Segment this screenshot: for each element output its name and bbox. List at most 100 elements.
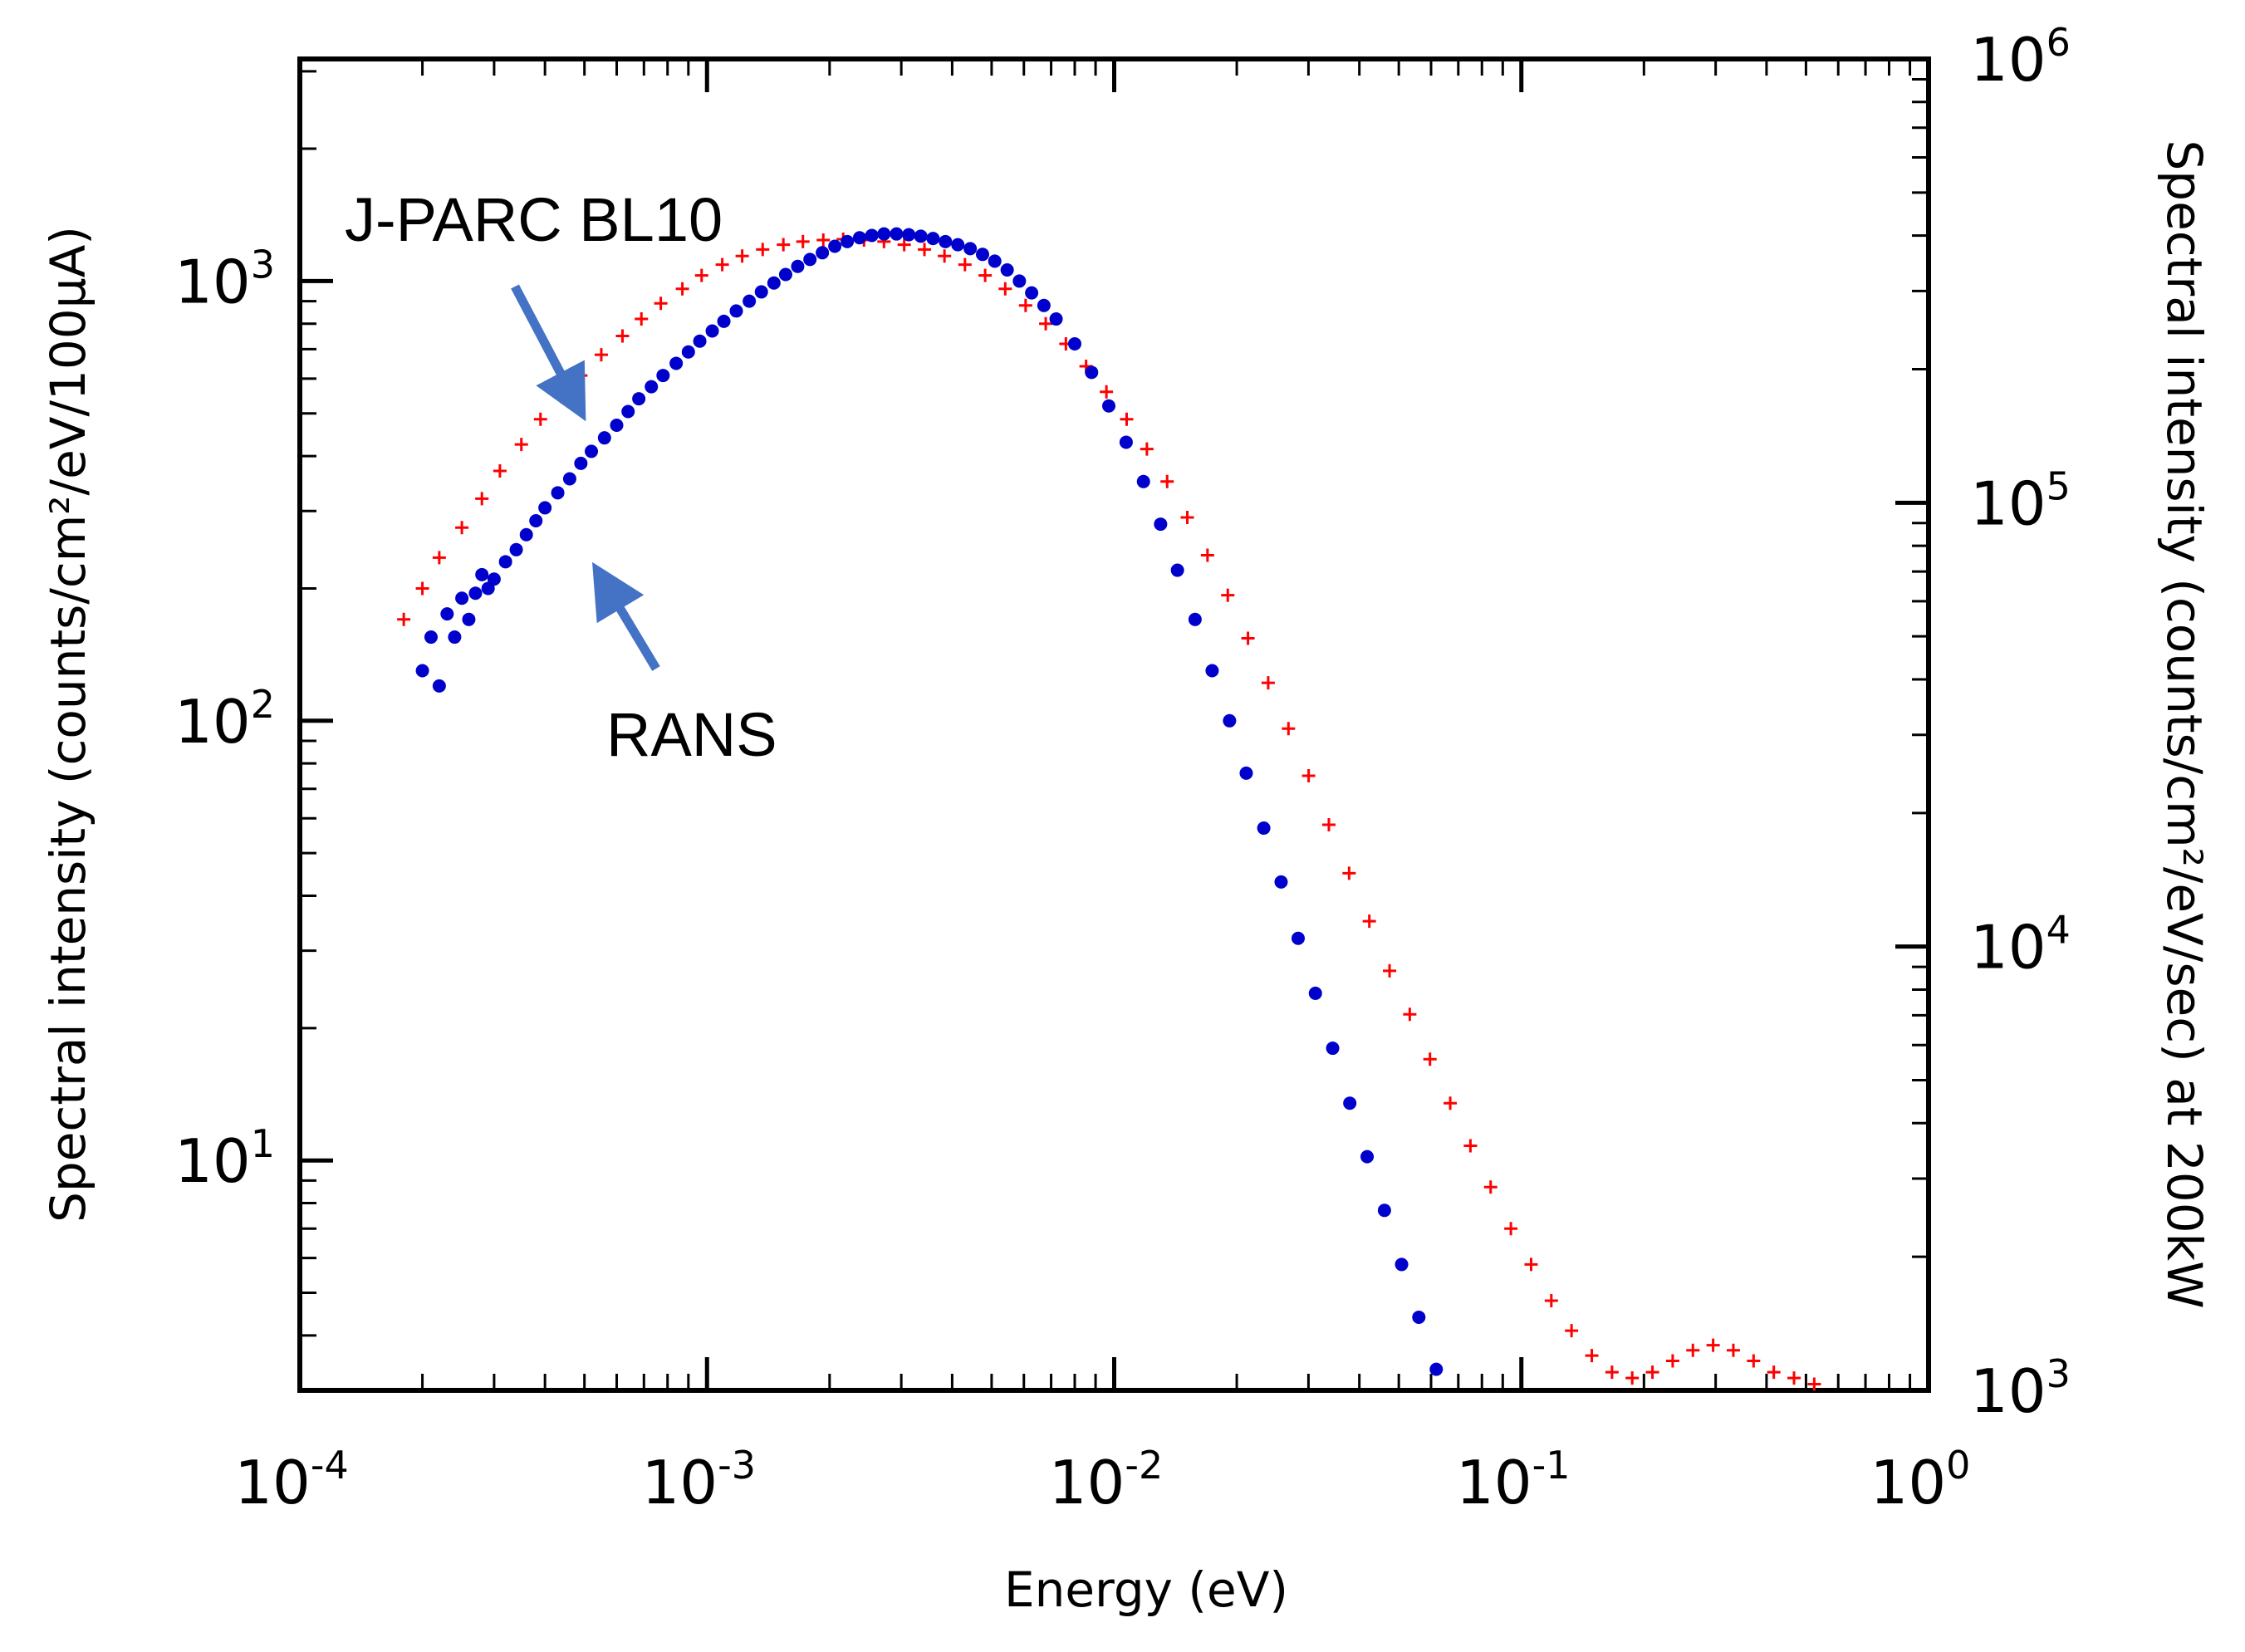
data-point-jparc: [777, 238, 791, 252]
data-point-jparc: [1282, 722, 1296, 736]
data-point-rans: [448, 630, 462, 645]
data-point-jparc: [978, 268, 993, 282]
data-point-rans: [926, 232, 940, 246]
data-point-rans: [621, 404, 635, 419]
data-point-rans: [1067, 336, 1081, 350]
data-point-jparc: [918, 243, 932, 257]
data-point-rans: [1377, 1203, 1391, 1218]
data-point-rans: [574, 456, 588, 470]
data-point-rans: [1136, 474, 1150, 488]
data-point-rans: [1239, 766, 1253, 780]
data-point-rans: [475, 567, 489, 581]
data-point-jparc: [756, 243, 770, 257]
data-point-rans: [432, 679, 446, 693]
annotation-jparc-label: J-PARC BL10: [345, 185, 723, 254]
data-point-rans: [743, 294, 757, 308]
data-point-rans: [440, 607, 454, 621]
data-point-rans: [1274, 875, 1288, 889]
y2-axis-title: Spectral intensity (counts/cm²/eV/sec) a…: [2156, 140, 2213, 1308]
x-axis-title: Energy (eV): [1004, 1561, 1288, 1618]
data-point-jparc: [397, 612, 411, 626]
y-tick-label: 101: [174, 1121, 275, 1196]
data-point-rans: [729, 304, 743, 318]
data-point-jparc: [514, 438, 528, 452]
data-point-jparc: [1039, 316, 1053, 331]
x-tick-label: 10-2: [1049, 1443, 1164, 1517]
data-point-jparc: [1160, 474, 1174, 488]
data-point-rans: [1085, 365, 1099, 380]
data-point-jparc: [938, 249, 952, 263]
data-point-rans: [455, 591, 469, 605]
data-point-rans: [424, 630, 438, 645]
data-point-jparc: [796, 234, 810, 248]
data-point-rans: [498, 555, 512, 569]
data-point-jparc: [715, 257, 729, 272]
data-point-rans: [462, 612, 476, 626]
data-point-jparc: [675, 282, 689, 296]
data-point-rans: [1000, 263, 1014, 277]
data-point-jparc: [493, 464, 507, 478]
data-point-jparc: [1444, 1096, 1458, 1110]
data-point-rans: [778, 267, 792, 282]
data-point-jparc: [1140, 442, 1154, 456]
data-point-jparc: [455, 521, 469, 535]
plot-frame: [297, 56, 1931, 1393]
data-point-rans: [1429, 1362, 1444, 1376]
tick-labels: 10-4 10-3 10-2 10-1 100 101 102 103 103 104 105 106: [174, 20, 2071, 1517]
data-point-rans: [669, 356, 684, 370]
data-point-rans: [529, 514, 543, 528]
data-point-rans: [693, 334, 707, 348]
data-point-rans: [551, 486, 565, 500]
data-point-rans: [1170, 563, 1184, 577]
x-tick-label: 10-3: [642, 1443, 757, 1517]
data-point-jparc: [1423, 1052, 1437, 1066]
data-point-jparc: [1100, 385, 1114, 399]
data-point-jparc: [998, 282, 1012, 296]
data-point-rans: [816, 246, 830, 260]
data-point-rans: [717, 314, 731, 328]
data-point-jparc: [594, 348, 608, 362]
data-point-jparc: [1645, 1365, 1659, 1380]
y2-tick-label: 103: [1970, 1351, 2071, 1426]
data-point-rans: [1395, 1257, 1409, 1272]
data-point-rans: [1119, 435, 1133, 449]
data-point-rans: [585, 444, 599, 458]
data-point-jparc: [533, 412, 547, 426]
data-point-jparc: [1524, 1257, 1538, 1272]
data-point-jparc: [1463, 1139, 1478, 1153]
data-point-jparc: [1221, 588, 1235, 602]
data-point-jparc: [1767, 1365, 1781, 1380]
data-point-jparc: [475, 492, 489, 506]
data-point-rans: [1412, 1310, 1426, 1324]
data-point-jparc: [1504, 1222, 1518, 1236]
data-point-rans: [509, 542, 523, 556]
data-point-rans: [828, 239, 842, 253]
data-point-rans: [645, 380, 659, 394]
y-tick-label: 103: [174, 242, 275, 316]
data-point-jparc: [1483, 1180, 1497, 1194]
data-point-jparc: [735, 249, 749, 263]
y2-tick-label: 106: [1970, 20, 2071, 95]
axis-ticks: [297, 56, 1931, 1393]
x-tick-label: 100: [1870, 1443, 1971, 1517]
data-point-jparc: [1362, 914, 1376, 929]
data-point-jparc: [635, 312, 649, 326]
data-point-jparc: [432, 551, 446, 565]
data-point-rans: [1012, 274, 1027, 288]
data-point-jparc: [1706, 1338, 1720, 1352]
data-point-rans: [1025, 286, 1039, 300]
data-point-jparc: [1403, 1007, 1417, 1022]
x-tick-label: 10-1: [1456, 1443, 1571, 1517]
data-point-jparc: [1625, 1371, 1640, 1385]
data-point-rans: [1343, 1096, 1357, 1110]
series-rans: [415, 227, 1444, 1376]
data-point-jparc: [1544, 1293, 1558, 1307]
data-point-rans: [562, 472, 576, 486]
data-point-rans: [1326, 1042, 1340, 1056]
data-point-rans: [415, 664, 429, 678]
data-point-rans: [939, 234, 953, 248]
data-point-jparc: [694, 268, 708, 282]
y-tick-label: 102: [174, 682, 275, 757]
data-point-jparc: [897, 238, 911, 252]
